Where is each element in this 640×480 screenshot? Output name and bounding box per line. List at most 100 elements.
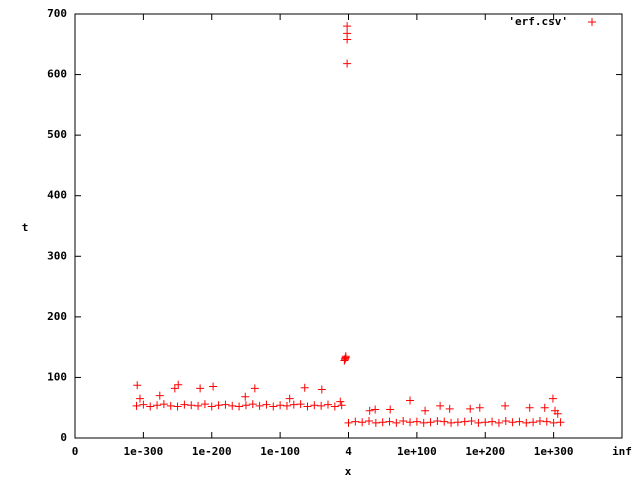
- point: [207, 402, 216, 411]
- point: [406, 418, 415, 427]
- point: [170, 384, 179, 393]
- point: [508, 418, 517, 427]
- point: [241, 401, 250, 410]
- point: [467, 417, 476, 426]
- point: [317, 401, 326, 410]
- point: [419, 418, 428, 427]
- point: [343, 29, 352, 38]
- point: [433, 417, 442, 426]
- point: [466, 404, 475, 413]
- point: [501, 417, 510, 426]
- point: [378, 418, 387, 427]
- point: [135, 394, 144, 403]
- point: [540, 403, 549, 412]
- point: [529, 418, 538, 427]
- point: [228, 401, 237, 410]
- point: [542, 417, 551, 426]
- point: [289, 400, 298, 409]
- point: [139, 400, 148, 409]
- point: [133, 381, 142, 390]
- point: [341, 355, 350, 364]
- point: [385, 417, 394, 426]
- point: [556, 418, 565, 427]
- point: [300, 383, 309, 392]
- point: [399, 417, 408, 426]
- point: [421, 406, 430, 415]
- y-tick-label: 400: [47, 189, 67, 202]
- point: [221, 400, 230, 409]
- point: [180, 400, 189, 409]
- point: [146, 402, 155, 411]
- point: [453, 418, 462, 427]
- point: [343, 59, 352, 68]
- point: [525, 403, 534, 412]
- point: [174, 380, 183, 389]
- point: [344, 418, 353, 427]
- point: [323, 400, 332, 409]
- point: [445, 404, 454, 413]
- point: [173, 402, 182, 411]
- point: [153, 401, 162, 410]
- point: [269, 402, 278, 411]
- point: [440, 417, 449, 426]
- point: [365, 406, 374, 415]
- point: [255, 401, 264, 410]
- point: [194, 401, 203, 410]
- y-tick-label: 600: [47, 68, 67, 81]
- point: [515, 417, 524, 426]
- point: [248, 400, 257, 409]
- point: [351, 417, 360, 426]
- point: [548, 394, 557, 403]
- x-axis-label: x: [345, 465, 352, 478]
- point: [494, 418, 503, 427]
- point: [285, 394, 294, 403]
- point: [166, 401, 175, 410]
- point: [488, 417, 497, 426]
- point: [276, 401, 285, 410]
- legend-marker: [588, 18, 596, 26]
- x-tick-label: inf: [612, 445, 632, 458]
- point: [343, 22, 352, 31]
- point: [336, 397, 345, 406]
- point: [196, 384, 205, 393]
- x-tick-label: 1e+300: [534, 445, 574, 458]
- x-tick-label: 1e-200: [192, 445, 232, 458]
- y-tick-label: 300: [47, 249, 67, 262]
- y-tick-label: 500: [47, 128, 67, 141]
- y-tick-label: 100: [47, 370, 67, 383]
- y-tick-label: 200: [47, 310, 67, 323]
- point: [553, 409, 562, 418]
- point: [250, 384, 259, 393]
- x-tick-label: 1e+200: [465, 445, 505, 458]
- point: [371, 418, 380, 427]
- point: [371, 405, 380, 414]
- point: [330, 402, 339, 411]
- point: [303, 402, 312, 411]
- point: [535, 417, 544, 426]
- y-axis-label: t: [22, 221, 29, 234]
- point: [132, 401, 141, 410]
- point: [386, 405, 395, 414]
- point: [460, 417, 469, 426]
- point: [341, 353, 350, 362]
- point: [200, 400, 209, 409]
- point: [310, 401, 319, 410]
- point: [235, 402, 244, 411]
- point: [426, 418, 435, 427]
- x-tick-label: 1e-100: [260, 445, 300, 458]
- y-tick-label: 700: [47, 7, 67, 20]
- point: [501, 401, 510, 410]
- point: [337, 401, 346, 410]
- point: [522, 418, 531, 427]
- point: [365, 417, 374, 426]
- point: [474, 418, 483, 427]
- point: [406, 396, 415, 405]
- point: [447, 418, 456, 427]
- point: [358, 418, 367, 427]
- point: [209, 382, 218, 391]
- legend-label: 'erf.csv': [508, 15, 568, 28]
- x-tick-label: 4: [345, 445, 352, 458]
- point: [317, 385, 326, 394]
- point: [296, 400, 305, 409]
- point: [262, 400, 271, 409]
